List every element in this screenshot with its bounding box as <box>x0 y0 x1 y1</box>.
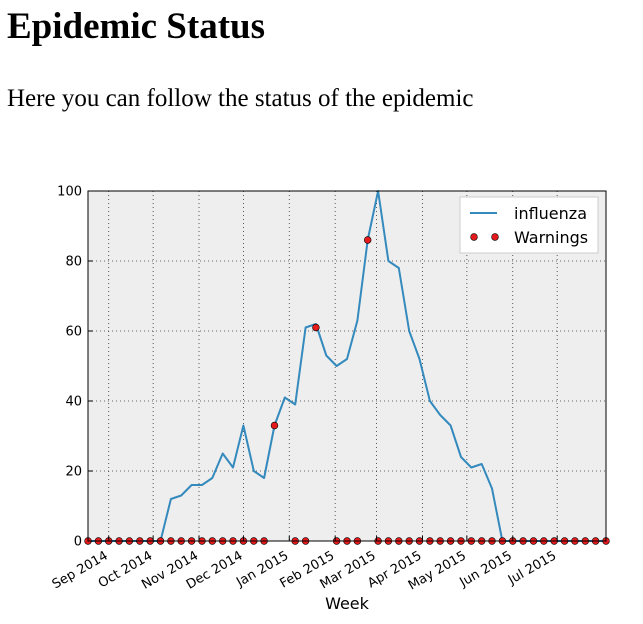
warning-marker-raised <box>364 236 372 244</box>
warning-marker-raised <box>270 421 279 430</box>
x-tick-label: Jul 2015 <box>505 548 559 588</box>
legend-label-influenza: influenza <box>514 204 587 223</box>
y-tick-label: 80 <box>65 255 82 270</box>
y-tick-label: 40 <box>65 395 82 410</box>
page-title: Epidemic Status <box>7 6 266 47</box>
legend: influenza Warnings <box>459 196 599 254</box>
plot-frame <box>87 190 607 542</box>
legend-label-warnings: Warnings <box>514 228 588 247</box>
y-tick-label: 0 <box>74 535 82 550</box>
x-tick-label: Jun 2015 <box>457 548 515 590</box>
y-tick-label: 20 <box>65 465 82 480</box>
y-tick-label: 60 <box>65 325 82 340</box>
y-tick-label: 100 <box>57 185 82 200</box>
legend-marker-swatch <box>491 233 499 241</box>
y-axis: 0 20 40 60 80 100 <box>57 185 93 550</box>
warning-marker-raised <box>312 323 320 332</box>
legend-box <box>459 196 599 254</box>
intro-text: Here you can follow the status of the ep… <box>7 85 474 112</box>
legend-marker-swatch <box>470 233 478 241</box>
x-axis-label: Week <box>325 594 370 613</box>
